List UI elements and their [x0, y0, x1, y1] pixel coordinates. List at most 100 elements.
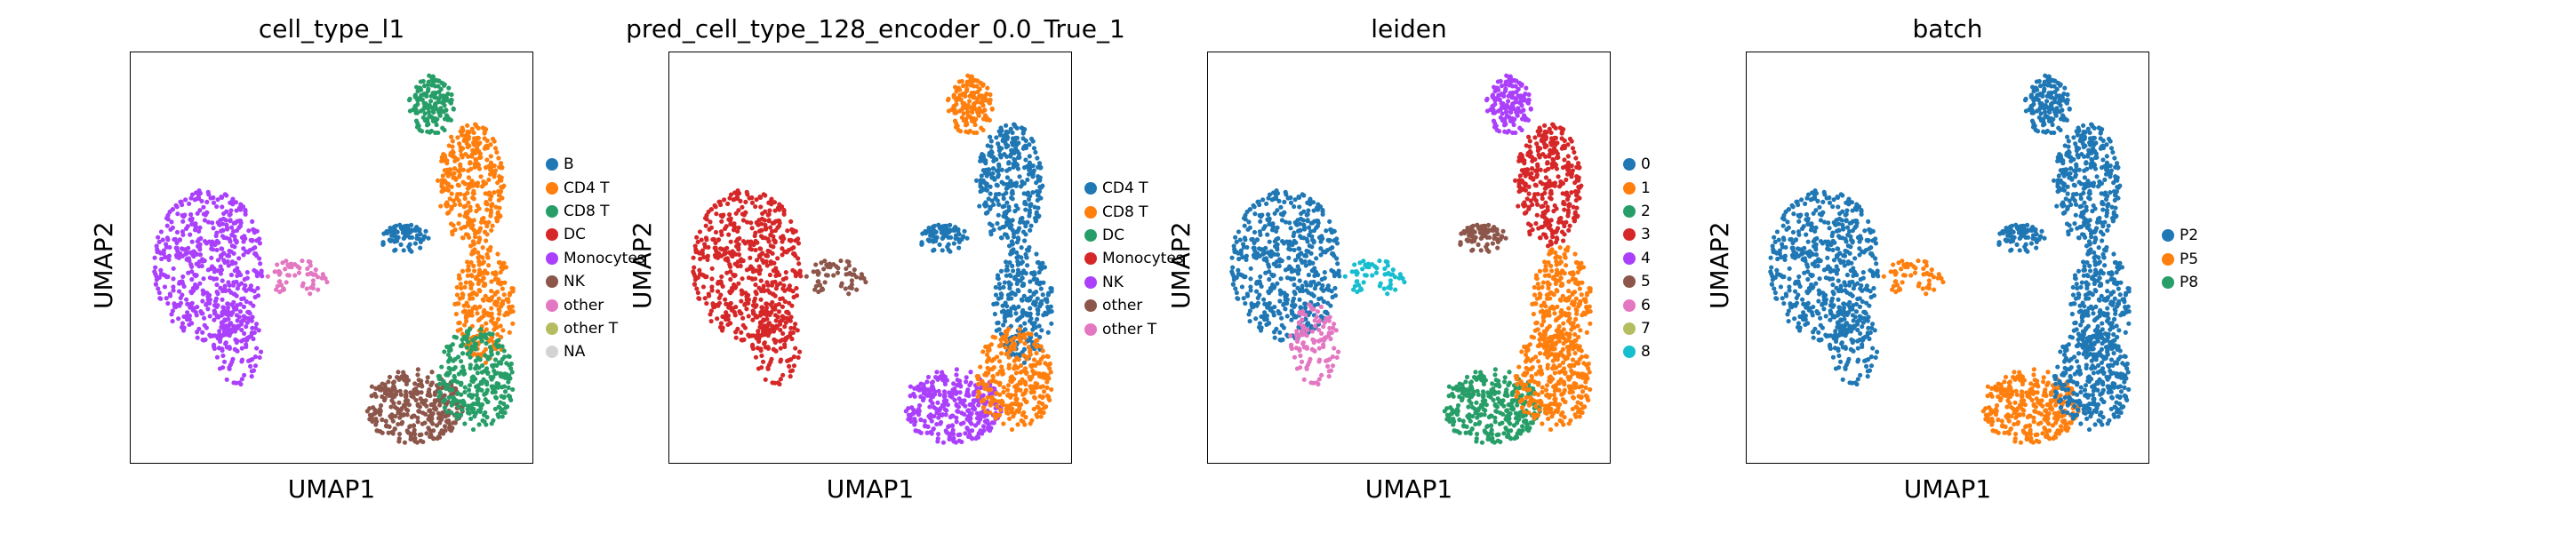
scatter-point	[1257, 202, 1262, 208]
scatter-point	[1036, 323, 1042, 329]
scatter-point	[1012, 393, 1018, 398]
scatter-point	[1009, 239, 1014, 244]
scatter-point	[981, 414, 988, 419]
scatter-point	[998, 295, 1004, 300]
scatter-point	[460, 125, 465, 131]
scatter-point	[1001, 284, 1006, 290]
scatter-point	[846, 263, 852, 268]
scatter-point	[380, 242, 386, 247]
scatter-point	[763, 377, 768, 382]
scatter-point	[1008, 179, 1013, 184]
scatter-point	[974, 416, 980, 421]
scatter-point	[466, 175, 472, 180]
legend-item: other T	[546, 317, 645, 340]
scatter-point	[713, 240, 718, 246]
scatter-point	[996, 163, 1002, 169]
scatter-point	[1267, 269, 1272, 274]
scatter-point	[1014, 383, 1020, 388]
scatter-point	[220, 221, 226, 227]
scatter-point	[468, 416, 474, 422]
scatter-point	[1316, 207, 1321, 212]
cluster-left-small	[265, 258, 330, 297]
scatter-point	[956, 237, 962, 243]
scatter-point	[974, 410, 980, 416]
scatter-point	[401, 373, 406, 378]
scatter-point	[717, 246, 724, 251]
scatter-point	[189, 239, 195, 244]
scatter-point	[196, 228, 202, 235]
scatter-point	[1272, 239, 1277, 244]
scatter-point	[740, 338, 745, 343]
scatter-point	[450, 144, 455, 149]
scatter-point	[244, 344, 249, 350]
scatter-point	[1036, 405, 1041, 410]
scatter-point	[165, 237, 171, 243]
scatter-point	[758, 246, 764, 251]
scatter-point	[964, 82, 970, 87]
scatter-point	[1004, 134, 1011, 139]
scatter-point	[922, 386, 927, 393]
scatter-point	[1311, 208, 1316, 213]
scatter-point	[195, 239, 200, 244]
scatter-point	[498, 373, 504, 379]
scatter-point	[176, 289, 182, 294]
scatter-point	[1323, 336, 1328, 341]
scatter-point	[772, 268, 777, 274]
scatter-point	[804, 274, 809, 279]
scatter-point	[473, 410, 478, 417]
scatter-point	[1246, 312, 1252, 317]
scatter-point	[232, 306, 237, 312]
scatter-point	[1295, 254, 1301, 259]
scatter-point	[452, 364, 458, 370]
legend-marker	[546, 204, 558, 218]
scatter-point	[451, 223, 456, 228]
scatter-point	[259, 268, 264, 274]
scatter-point	[242, 372, 247, 378]
scatter-point	[937, 242, 942, 247]
scatter-point	[1001, 192, 1006, 197]
scatter-point	[1325, 363, 1331, 369]
scatter-point	[477, 409, 483, 415]
scatter-point	[169, 312, 174, 317]
scatter-point	[980, 116, 987, 122]
scatter-point	[994, 391, 999, 396]
scatter-point	[709, 266, 715, 271]
scatter-point	[762, 309, 767, 314]
scatter-point	[691, 255, 696, 260]
scatter-point	[167, 244, 172, 251]
scatter-point	[505, 312, 510, 317]
scatter-point	[836, 266, 841, 271]
scatter-point	[220, 321, 225, 326]
scatter-point	[940, 373, 945, 378]
scatter-point	[762, 323, 767, 329]
scatter-point	[174, 254, 180, 259]
scatter-point	[412, 391, 417, 396]
legend-label: NK	[564, 273, 585, 291]
scatter-point	[1284, 314, 1290, 319]
scatter-point	[444, 95, 449, 100]
scatter-point	[735, 263, 740, 269]
scatter-point	[1028, 202, 1034, 207]
scatter-point	[1332, 346, 1337, 351]
scatter-point	[728, 276, 733, 282]
scatter-point	[1268, 285, 1273, 291]
scatter-point	[484, 223, 490, 229]
scatter-point	[476, 386, 482, 392]
scatter-point	[694, 235, 700, 240]
scatter-point	[718, 202, 724, 208]
scatter-point	[1021, 165, 1028, 171]
scatter-point	[925, 374, 932, 380]
scatter-point	[749, 276, 756, 282]
scatter-point	[158, 267, 164, 273]
scatter-point	[758, 321, 764, 326]
scatter-point	[1001, 322, 1006, 328]
scatter-point	[1370, 273, 1375, 278]
scatter-point	[183, 226, 189, 232]
scatter-point	[442, 116, 448, 122]
scatter-point	[752, 296, 758, 301]
scatter-point	[437, 402, 443, 408]
scatter-point	[1004, 123, 1009, 128]
scatter-point	[500, 195, 505, 201]
scatter-point	[940, 440, 947, 445]
scatter-point	[991, 364, 996, 370]
